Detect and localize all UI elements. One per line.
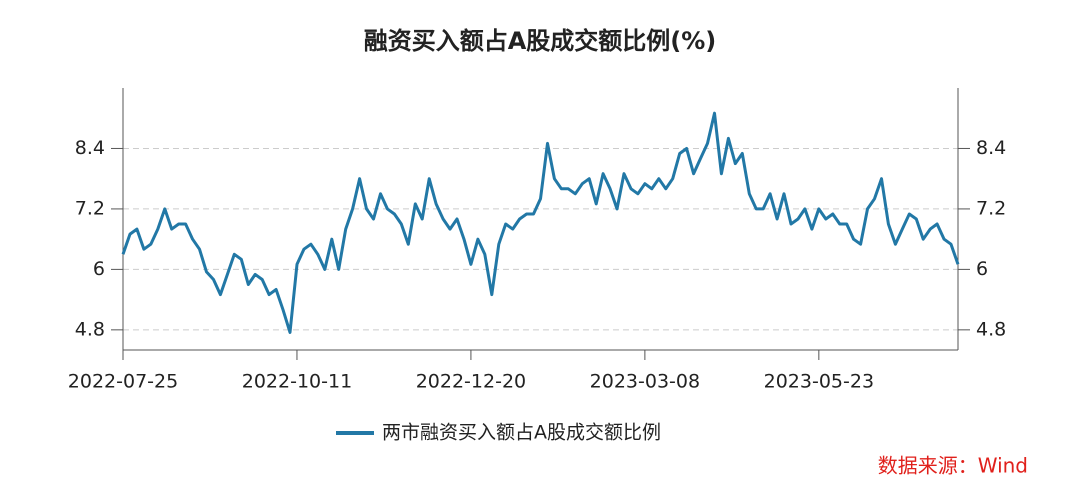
y2-tick-label: 8.4 (976, 137, 1006, 159)
line (121, 111, 960, 334)
x-tick-label: 2023-03-08 (590, 371, 700, 393)
x-tick-label: 2023-05-23 (764, 371, 874, 393)
y2-tick-label: 7.2 (976, 197, 1006, 219)
y2-tick-label: 4.8 (976, 318, 1006, 340)
y2-tick-label: 6 (976, 258, 988, 280)
y-tick-label: 4.8 (75, 318, 105, 340)
source: 数据来源：Wind (878, 454, 1028, 478)
y-tick-label: 8.4 (75, 137, 105, 159)
y-tick-label: 7.2 (75, 197, 105, 219)
legend-label: 两市融资买入额占A股成交额比例 (382, 422, 661, 444)
x-tick-label: 2022-10-11 (242, 371, 352, 393)
x-tick-label: 2022-12-20 (416, 371, 526, 393)
y-tick-label: 6 (93, 258, 105, 280)
chart-title: 融资买入额占A股成交额比例(%) (364, 27, 717, 55)
x-tick-label: 2022-07-25 (68, 371, 178, 393)
